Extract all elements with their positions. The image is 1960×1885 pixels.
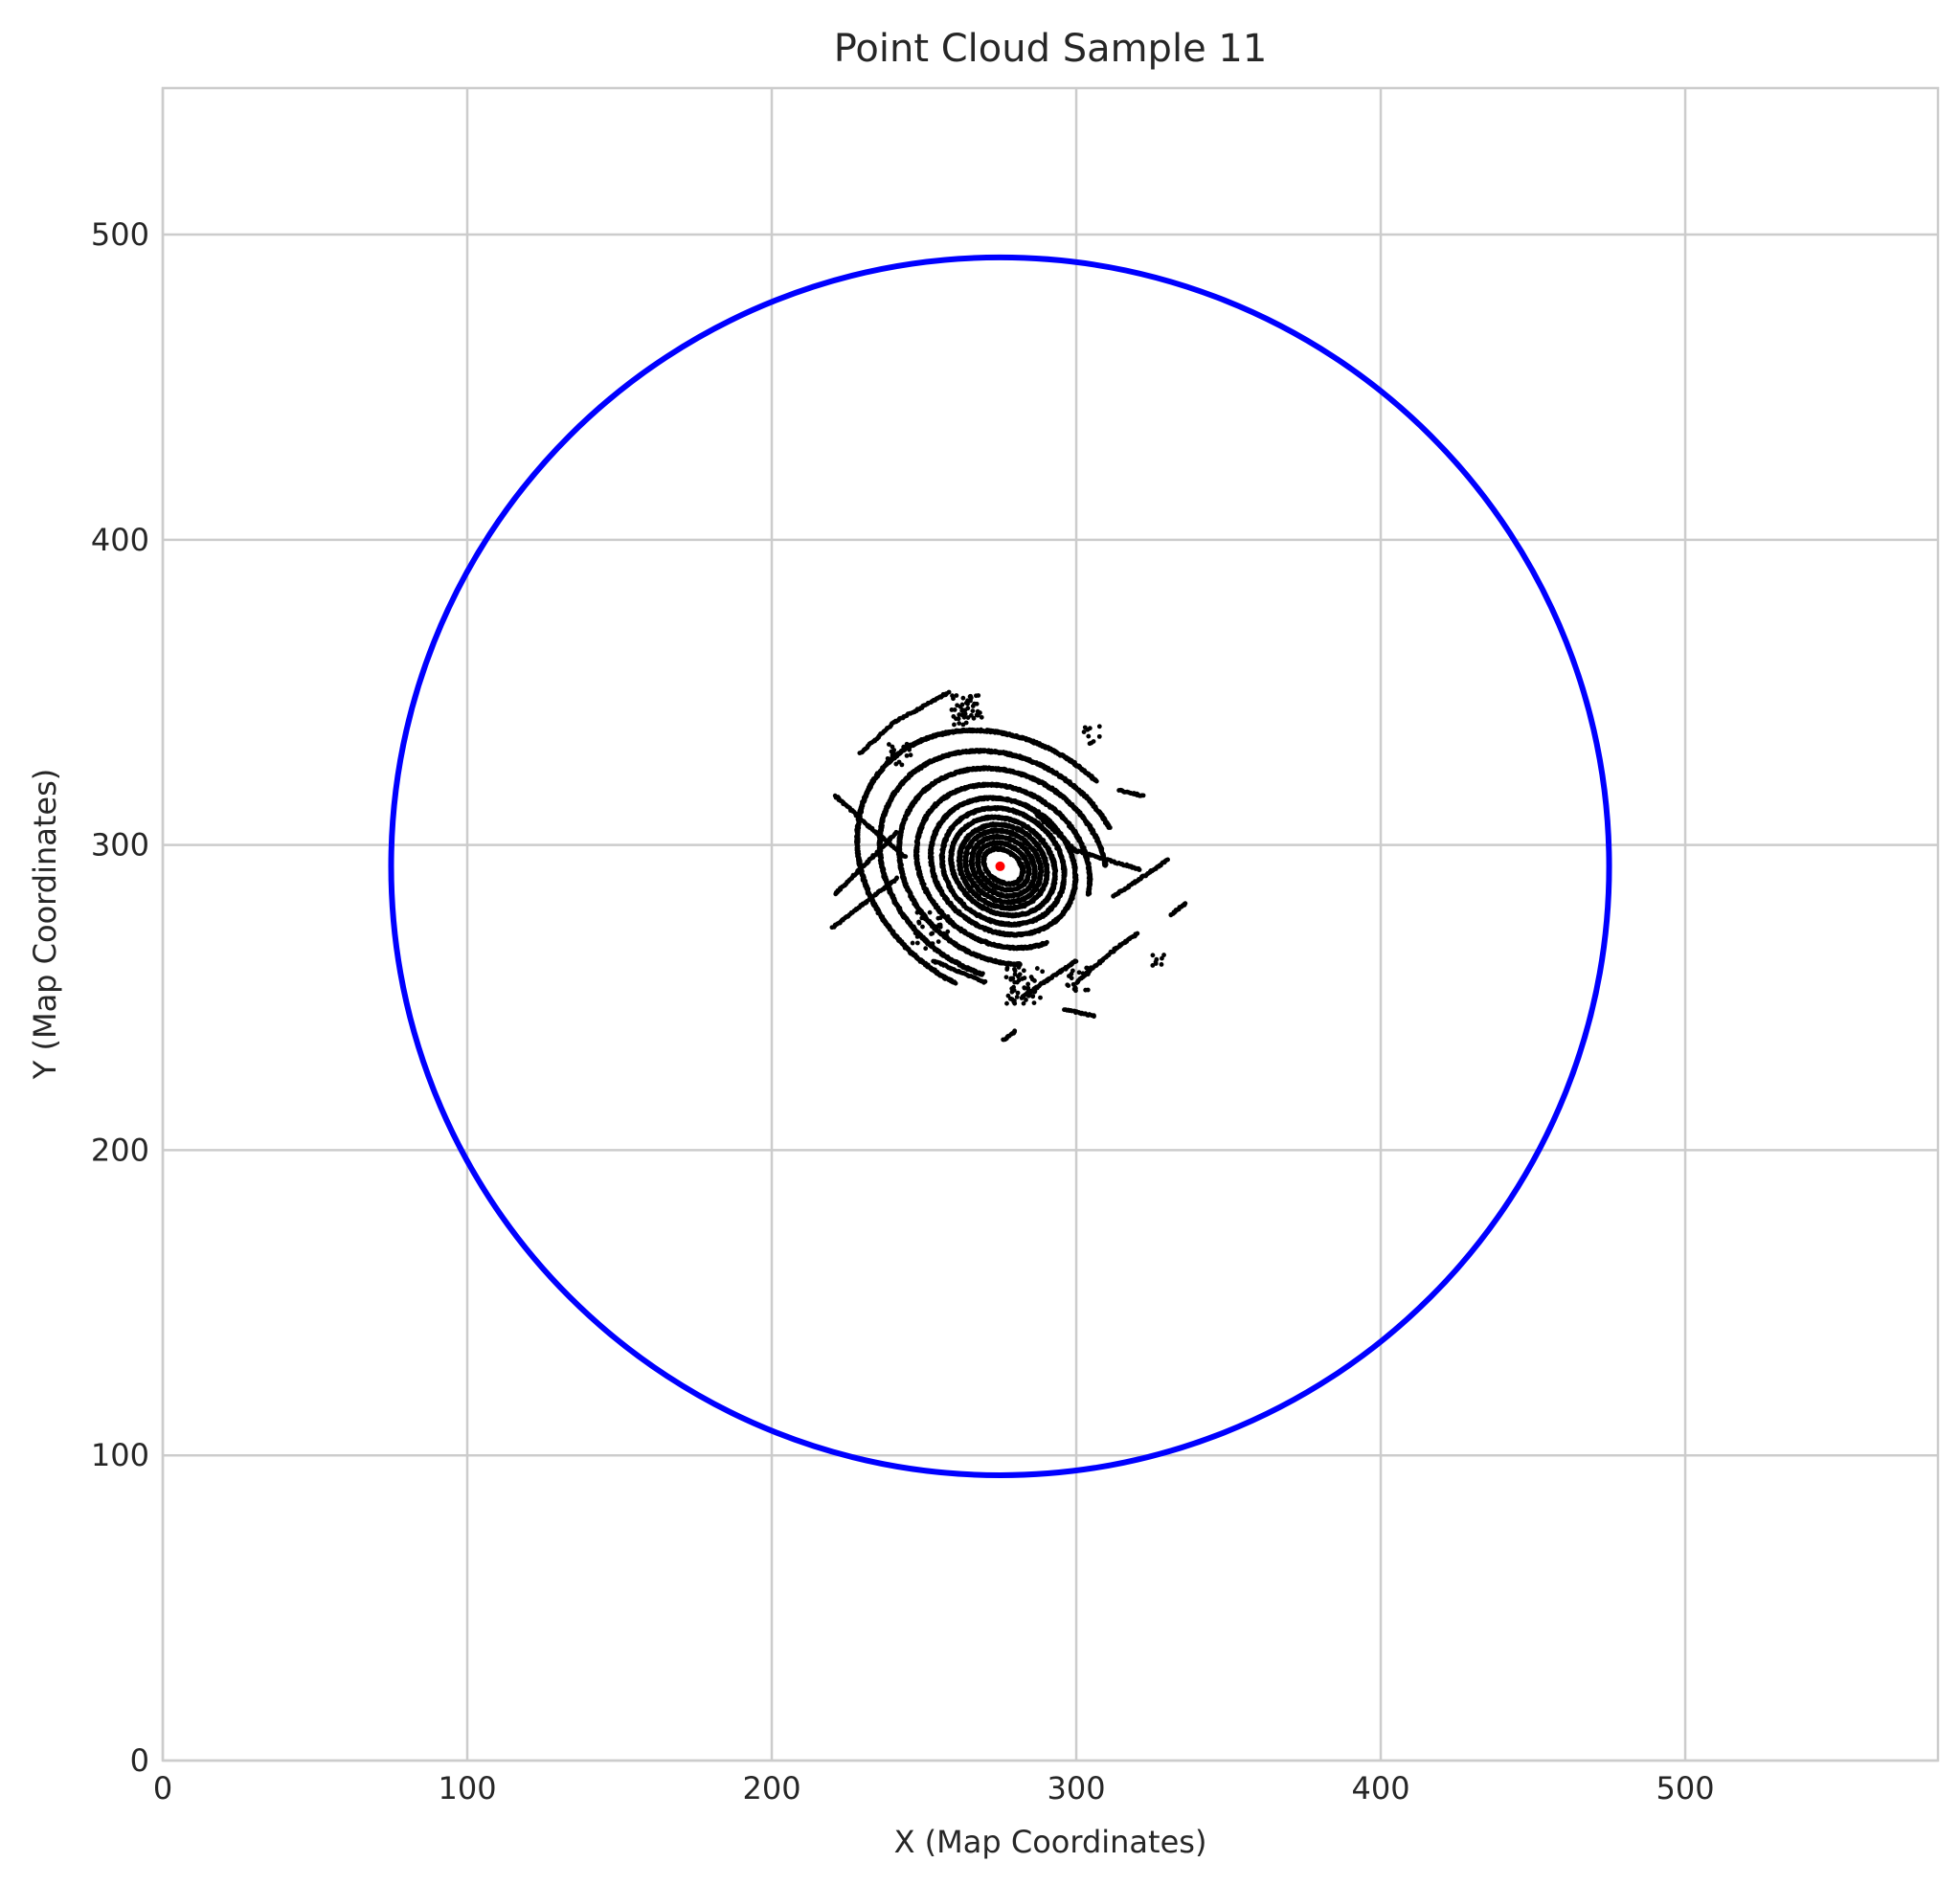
cloud-point xyxy=(1046,895,1051,901)
point-cloud-points xyxy=(829,689,1188,1043)
cloud-point xyxy=(1063,908,1069,913)
cloud-point xyxy=(1028,884,1034,889)
plot-data xyxy=(388,254,1612,1478)
center-point xyxy=(995,861,1005,871)
cloud-point xyxy=(1034,886,1039,891)
cloud-point xyxy=(1024,880,1029,886)
cloud-point xyxy=(1018,875,1024,881)
cloud-point xyxy=(1052,900,1057,906)
range-circle xyxy=(388,254,1612,1478)
cloud-point xyxy=(1037,889,1043,895)
